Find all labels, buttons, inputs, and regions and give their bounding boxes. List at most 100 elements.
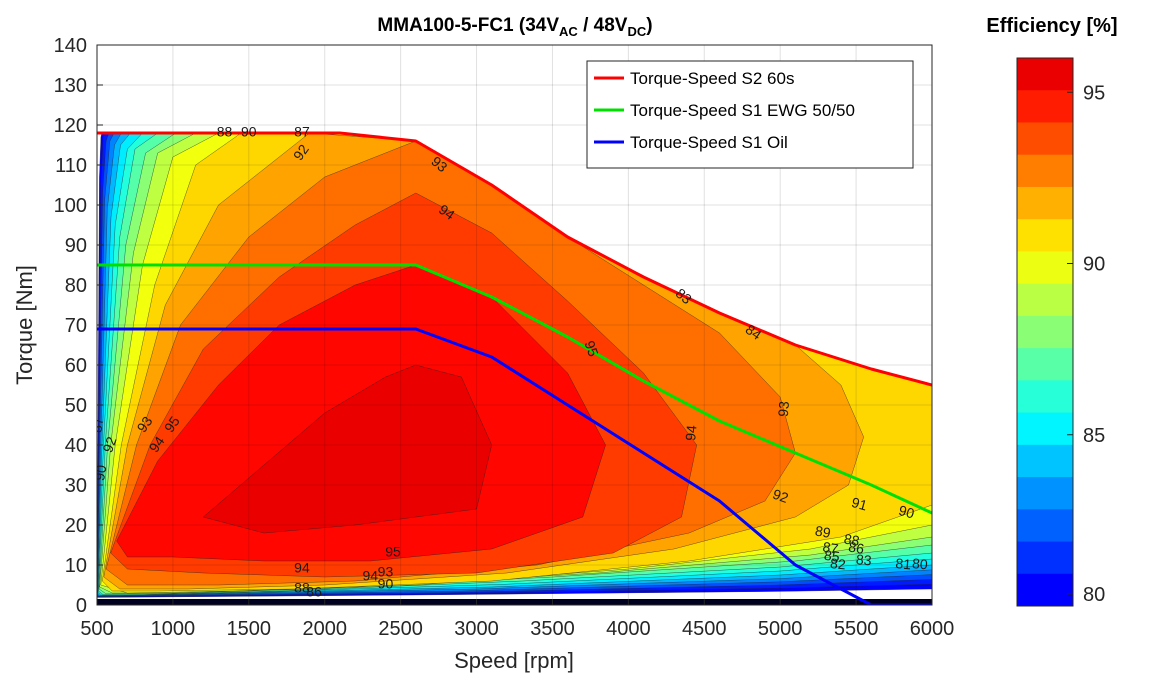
y-axis-label: Torque [Nm] <box>12 265 37 385</box>
x-tick-label: 500 <box>80 618 113 640</box>
x-tick-label: 5500 <box>834 618 879 640</box>
chart-title-end: ) <box>646 15 652 36</box>
y-tick-label: 110 <box>55 155 87 177</box>
y-axis-ticks: 0 10 20 30 40 50 60 70 80 90 100 110 120 130 140 <box>54 35 103 617</box>
y-tick-label: 70 <box>65 315 87 337</box>
colorbar-swatch <box>1017 348 1073 381</box>
y-tick-label: 10 <box>65 555 87 577</box>
colorbar-swatch <box>1017 90 1073 123</box>
contour-label: 90 <box>241 124 257 140</box>
y-tick-label: 80 <box>65 275 87 297</box>
colorbar-swatch <box>1017 58 1073 91</box>
contour-label: 90 <box>378 576 394 592</box>
contour-label: 93 <box>775 400 792 417</box>
contour-label: 85 <box>823 547 841 565</box>
series-line <box>97 131 932 387</box>
colorbar-swatch <box>1017 444 1073 478</box>
x-tick-label: 1000 <box>151 618 196 640</box>
y-tick-label: 130 <box>54 75 87 97</box>
colorbar-tick-label: 90 <box>1083 254 1105 276</box>
contour-label: 83 <box>855 551 872 568</box>
y-tick-label: 140 <box>54 35 87 57</box>
contour-label: 92 <box>99 434 119 454</box>
colorbar-swatch <box>1017 154 1073 188</box>
x-tick-label: 2000 <box>302 618 347 640</box>
x-tick-label: 1500 <box>227 618 272 640</box>
contour-label: 87 <box>294 124 310 140</box>
legend-label: Torque-Speed S1 EWG 50/50 <box>630 101 855 120</box>
colorbar-swatch <box>1017 283 1073 317</box>
series-lines <box>97 131 932 605</box>
contour-label: 93 <box>378 564 394 580</box>
contour-label: 95 <box>385 544 401 560</box>
x-tick-label: 4000 <box>606 618 651 640</box>
contour-label: 80 <box>912 555 929 572</box>
chart-title-sub-dc: DC <box>627 24 646 39</box>
x-tick-label: 5000 <box>758 618 803 640</box>
colorbar-frame <box>1016 57 1074 607</box>
x-tick-label: 6000 <box>910 618 955 640</box>
x-tick-label: 2500 <box>378 618 423 640</box>
colorbar-swatch <box>1017 477 1073 510</box>
colorbar-swatch <box>1017 315 1073 349</box>
colorbar-swatch <box>1017 509 1073 543</box>
contour-label: 91 <box>850 494 869 514</box>
y-tick-label: 100 <box>54 195 87 217</box>
efficiency-region <box>202 364 492 534</box>
legend-label: Torque-Speed S2 60s <box>630 69 794 88</box>
chart-title-mid: / 48V <box>578 15 628 36</box>
contour-label: 88 <box>217 124 233 140</box>
x-tick-label: 4500 <box>682 618 727 640</box>
colorbar-swatch <box>1017 186 1073 220</box>
colorbar-tick-label: 95 <box>1083 82 1105 104</box>
contour-label: 88 <box>843 530 861 548</box>
y-tick-label: 120 <box>54 115 87 137</box>
contour-label: 90 <box>91 464 109 482</box>
contour-label: 95 <box>581 339 601 359</box>
y-tick-label: 20 <box>65 515 87 537</box>
legend: Torque-Speed S2 60s Torque-Speed S1 EWG 5… <box>586 60 914 169</box>
colorbar-tick-label: 85 <box>1083 425 1105 447</box>
contour-label: 94 <box>294 560 310 576</box>
colorbar-tick-label: 80 <box>1083 584 1105 606</box>
colorbar-swatch <box>1017 541 1073 575</box>
y-tick-label: 0 <box>76 595 87 617</box>
colorbar-swatch <box>1017 412 1073 446</box>
colorbar-swatch <box>1017 122 1073 156</box>
contour-label: 82 <box>830 555 847 572</box>
colorbar-title: Efficiency [%] <box>986 15 1117 37</box>
contour-label: 87 <box>821 538 839 556</box>
colorbar: Efficiency [%] 80 85 90 95 <box>986 15 1118 607</box>
legend-box <box>586 60 914 169</box>
y-tick-label: 50 <box>65 395 87 417</box>
y-tick-label: 90 <box>65 235 87 257</box>
colorbar-swatch <box>1017 380 1073 414</box>
contour-label: 89 <box>814 522 832 540</box>
colorbar-swatch <box>1017 573 1073 607</box>
series-line <box>97 327 932 605</box>
contour-label: 86 <box>847 538 865 556</box>
y-tick-label: 60 <box>65 355 87 377</box>
chart-title: MMA100-5-FC1 (34VAC / 48VDC) <box>377 15 652 39</box>
contour-label: 90 <box>897 502 916 522</box>
x-axis-ticks: 500 1000 1500 2000 2500 3000 3500 4000 4500 5000 5… <box>80 599 954 640</box>
x-tick-label: 3000 <box>454 618 499 640</box>
chart-title-sub-ac: AC <box>559 24 578 39</box>
chart-title-main: MMA100-5-FC1 (34V <box>377 15 559 36</box>
contour-label: 92 <box>771 486 791 506</box>
y-tick-label: 30 <box>65 475 87 497</box>
colorbar-swatch <box>1017 251 1073 285</box>
region-low-torque <box>97 599 932 605</box>
x-axis-label: Speed [rpm] <box>454 648 574 673</box>
colorbar-swatch <box>1017 219 1073 252</box>
x-tick-label: 3500 <box>530 618 575 640</box>
contour-label: 86 <box>306 584 322 600</box>
contour-label: 81 <box>895 555 912 572</box>
contour-label: 88 <box>294 580 310 596</box>
contour-label: 87 <box>89 416 106 433</box>
series-line <box>97 263 932 515</box>
contour-label: 94 <box>362 568 378 584</box>
legend-label: Torque-Speed S1 Oil <box>630 133 788 152</box>
colorbar-swatches <box>1017 58 1073 607</box>
